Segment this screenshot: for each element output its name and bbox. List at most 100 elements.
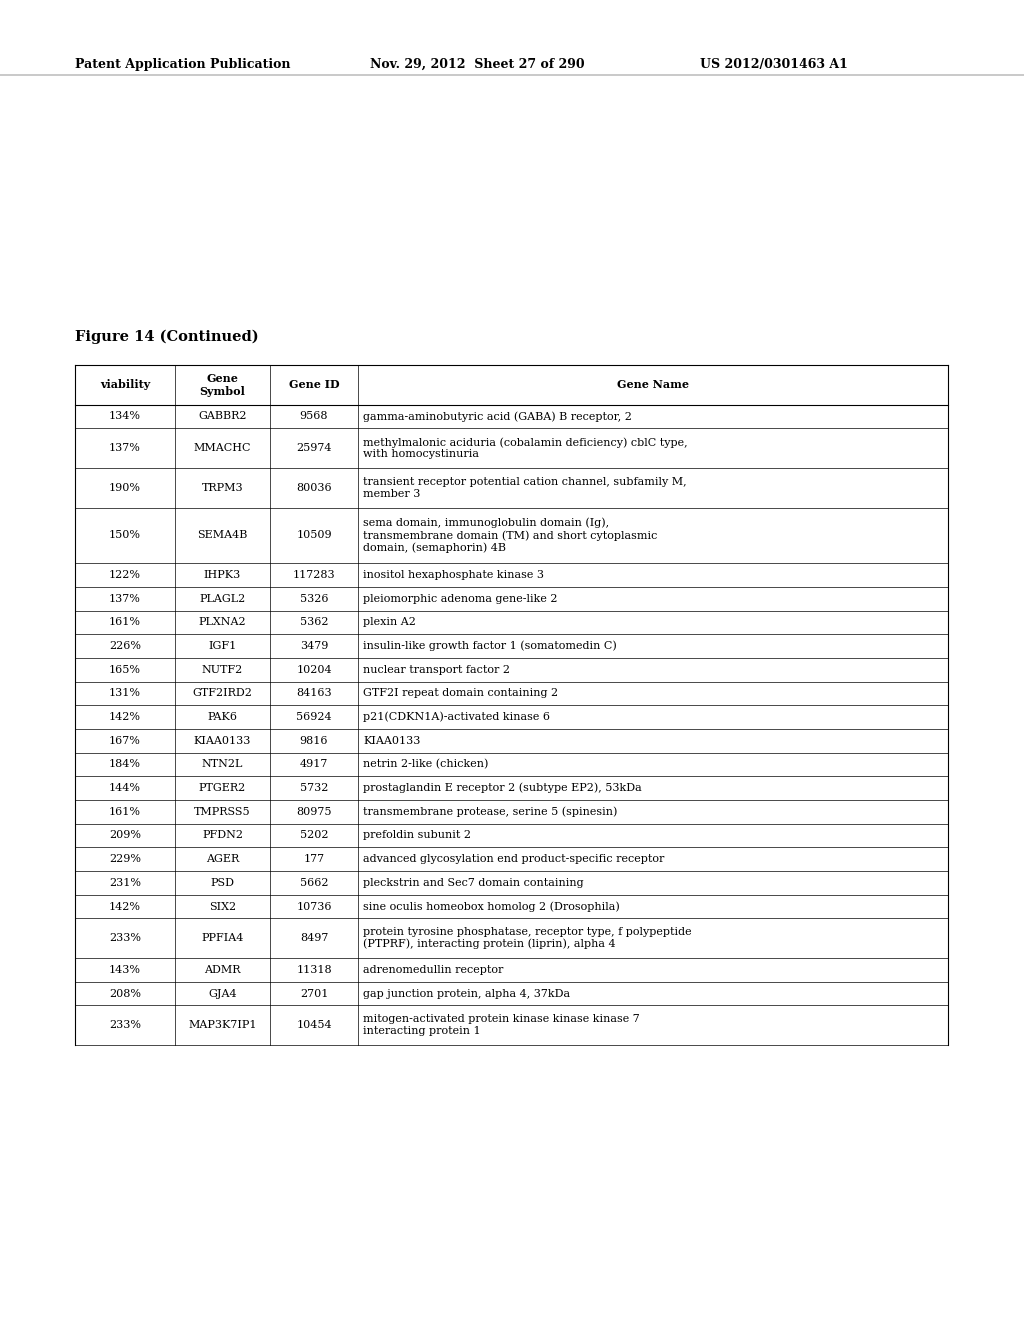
- Text: 184%: 184%: [109, 759, 141, 770]
- Text: advanced glycosylation end product-specific receptor: advanced glycosylation end product-speci…: [362, 854, 665, 865]
- Text: 4917: 4917: [300, 759, 328, 770]
- Text: 80975: 80975: [296, 807, 332, 817]
- Text: 9816: 9816: [300, 735, 329, 746]
- Text: 161%: 161%: [109, 807, 141, 817]
- Text: p21(CDKN1A)-activated kinase 6: p21(CDKN1A)-activated kinase 6: [362, 711, 550, 722]
- Text: 5732: 5732: [300, 783, 328, 793]
- Text: methylmalonic aciduria (cobalamin deficiency) cblC type,
with homocystinuria: methylmalonic aciduria (cobalamin defici…: [362, 437, 688, 459]
- Text: 25974: 25974: [296, 444, 332, 453]
- Text: GJA4: GJA4: [208, 989, 237, 998]
- Text: 165%: 165%: [109, 665, 141, 675]
- Text: 56924: 56924: [296, 713, 332, 722]
- Text: Gene Name: Gene Name: [617, 379, 689, 391]
- Text: Patent Application Publication: Patent Application Publication: [75, 58, 291, 71]
- Text: adrenomedullin receptor: adrenomedullin receptor: [362, 965, 504, 975]
- Text: 137%: 137%: [110, 594, 141, 603]
- Text: 150%: 150%: [109, 531, 141, 540]
- Text: 117283: 117283: [293, 570, 335, 581]
- Text: 10509: 10509: [296, 531, 332, 540]
- Text: Gene ID: Gene ID: [289, 379, 339, 391]
- Text: PAK6: PAK6: [208, 713, 238, 722]
- Text: transient receptor potential cation channel, subfamily M,
member 3: transient receptor potential cation chan…: [362, 477, 687, 499]
- Text: 122%: 122%: [109, 570, 141, 581]
- Text: 142%: 142%: [109, 902, 141, 912]
- Text: Gene
Symbol: Gene Symbol: [200, 374, 246, 397]
- Text: AGER: AGER: [206, 854, 240, 865]
- Text: 208%: 208%: [109, 989, 141, 998]
- Text: IHPK3: IHPK3: [204, 570, 241, 581]
- Text: 231%: 231%: [109, 878, 141, 888]
- Text: TRPM3: TRPM3: [202, 483, 244, 492]
- Text: inositol hexaphosphate kinase 3: inositol hexaphosphate kinase 3: [362, 570, 544, 581]
- Text: PPFIA4: PPFIA4: [202, 933, 244, 944]
- Text: 10736: 10736: [296, 902, 332, 912]
- Text: US 2012/0301463 A1: US 2012/0301463 A1: [700, 58, 848, 71]
- Text: PFDN2: PFDN2: [202, 830, 243, 841]
- Text: NUTF2: NUTF2: [202, 665, 243, 675]
- Text: ADMR: ADMR: [204, 965, 241, 975]
- Text: KIAA0133: KIAA0133: [362, 735, 421, 746]
- Text: PTGER2: PTGER2: [199, 783, 246, 793]
- Text: 84163: 84163: [296, 689, 332, 698]
- Text: gamma-aminobutyric acid (GABA) B receptor, 2: gamma-aminobutyric acid (GABA) B recepto…: [362, 412, 632, 422]
- Text: 167%: 167%: [110, 735, 141, 746]
- Text: mitogen-activated protein kinase kinase kinase 7
interacting protein 1: mitogen-activated protein kinase kinase …: [362, 1014, 640, 1036]
- Text: Nov. 29, 2012  Sheet 27 of 290: Nov. 29, 2012 Sheet 27 of 290: [370, 58, 585, 71]
- Text: 5202: 5202: [300, 830, 329, 841]
- Text: 131%: 131%: [109, 689, 141, 698]
- Text: GTF2I repeat domain containing 2: GTF2I repeat domain containing 2: [362, 689, 558, 698]
- Text: viability: viability: [100, 379, 151, 391]
- Text: pleiomorphic adenoma gene-like 2: pleiomorphic adenoma gene-like 2: [362, 594, 557, 603]
- Text: SIX2: SIX2: [209, 902, 237, 912]
- Text: netrin 2-like (chicken): netrin 2-like (chicken): [362, 759, 488, 770]
- Text: 229%: 229%: [109, 854, 141, 865]
- Text: 5362: 5362: [300, 618, 329, 627]
- Text: SEMA4B: SEMA4B: [198, 531, 248, 540]
- Text: 233%: 233%: [109, 933, 141, 944]
- Text: 144%: 144%: [109, 783, 141, 793]
- Text: 143%: 143%: [109, 965, 141, 975]
- Text: 3479: 3479: [300, 642, 328, 651]
- Text: GABBR2: GABBR2: [199, 412, 247, 421]
- Text: prostaglandin E receptor 2 (subtype EP2), 53kDa: prostaglandin E receptor 2 (subtype EP2)…: [362, 783, 642, 793]
- Text: KIAA0133: KIAA0133: [194, 735, 251, 746]
- Text: pleckstrin and Sec7 domain containing: pleckstrin and Sec7 domain containing: [362, 878, 584, 888]
- Text: PSD: PSD: [211, 878, 234, 888]
- Text: 142%: 142%: [109, 713, 141, 722]
- Text: 5326: 5326: [300, 594, 329, 603]
- Text: sine oculis homeobox homolog 2 (Drosophila): sine oculis homeobox homolog 2 (Drosophi…: [362, 902, 620, 912]
- Text: nuclear transport factor 2: nuclear transport factor 2: [362, 665, 510, 675]
- Text: prefoldin subunit 2: prefoldin subunit 2: [362, 830, 471, 841]
- Text: 177: 177: [303, 854, 325, 865]
- Text: 10204: 10204: [296, 665, 332, 675]
- Text: 2701: 2701: [300, 989, 328, 998]
- Text: 137%: 137%: [110, 444, 141, 453]
- Text: 209%: 209%: [109, 830, 141, 841]
- Text: 10454: 10454: [296, 1020, 332, 1030]
- Text: 80036: 80036: [296, 483, 332, 492]
- Text: 5662: 5662: [300, 878, 329, 888]
- Text: insulin-like growth factor 1 (somatomedin C): insulin-like growth factor 1 (somatomedi…: [362, 642, 616, 652]
- Text: 9568: 9568: [300, 412, 329, 421]
- Text: IGF1: IGF1: [208, 642, 237, 651]
- Text: 190%: 190%: [109, 483, 141, 492]
- Text: plexin A2: plexin A2: [362, 618, 416, 627]
- Text: 134%: 134%: [109, 412, 141, 421]
- Text: MMACHC: MMACHC: [194, 444, 251, 453]
- Text: sema domain, immunoglobulin domain (Ig),
transmembrane domain (TM) and short cyt: sema domain, immunoglobulin domain (Ig),…: [362, 517, 657, 553]
- Text: PLXNA2: PLXNA2: [199, 618, 247, 627]
- Text: NTN2L: NTN2L: [202, 759, 243, 770]
- Text: 11318: 11318: [296, 965, 332, 975]
- Text: 233%: 233%: [109, 1020, 141, 1030]
- Text: 161%: 161%: [109, 618, 141, 627]
- Text: 226%: 226%: [109, 642, 141, 651]
- Text: PLAGL2: PLAGL2: [200, 594, 246, 603]
- Text: MAP3K7IP1: MAP3K7IP1: [188, 1020, 257, 1030]
- Text: gap junction protein, alpha 4, 37kDa: gap junction protein, alpha 4, 37kDa: [362, 989, 570, 998]
- Text: transmembrane protease, serine 5 (spinesin): transmembrane protease, serine 5 (spines…: [362, 807, 617, 817]
- Text: protein tyrosine phosphatase, receptor type, f polypeptide
(PTPRF), interacting : protein tyrosine phosphatase, receptor t…: [362, 927, 691, 949]
- Text: Figure 14 (Continued): Figure 14 (Continued): [75, 330, 259, 345]
- Text: GTF2IRD2: GTF2IRD2: [193, 689, 253, 698]
- Text: 8497: 8497: [300, 933, 328, 944]
- Text: TMPRSS5: TMPRSS5: [195, 807, 251, 817]
